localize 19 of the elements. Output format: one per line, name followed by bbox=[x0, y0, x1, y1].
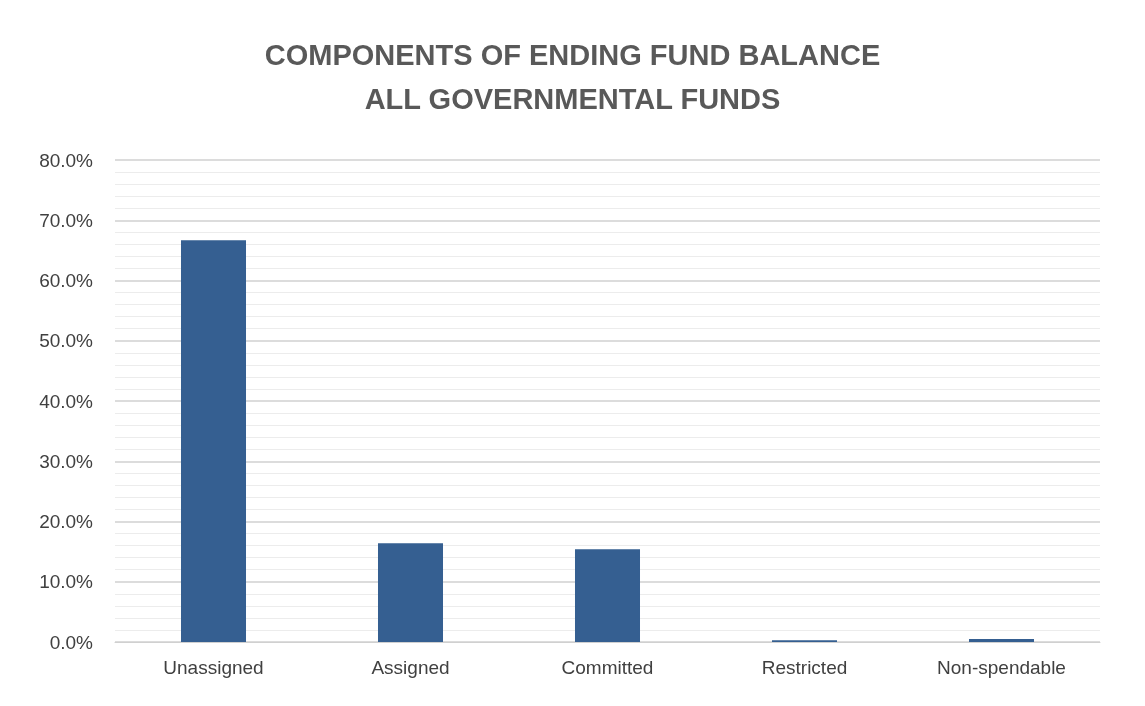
bar bbox=[378, 543, 444, 642]
y-tick-label: 50.0% bbox=[39, 330, 94, 352]
y-tick-label: 0.0% bbox=[49, 631, 94, 653]
bar bbox=[575, 549, 641, 642]
x-tick-label: Unassigned bbox=[163, 657, 264, 678]
bar bbox=[969, 638, 1035, 642]
y-tick-label: 80.0% bbox=[39, 149, 94, 171]
chart-title: COMPONENTS OF ENDING FUND BALANCE ALL GOVERNMENTAL FUNDS bbox=[264, 39, 881, 115]
y-tick-label: 10.0% bbox=[39, 571, 94, 593]
x-tick-label: Restricted bbox=[761, 657, 848, 678]
y-tick-label: 60.0% bbox=[39, 270, 94, 291]
y-tick-label: 20.0% bbox=[39, 511, 94, 532]
x-tick-label: Non-spendable bbox=[937, 657, 1066, 678]
bar bbox=[181, 240, 247, 642]
x-tick-label: Assigned bbox=[371, 657, 450, 678]
y-tick-label: 70.0% bbox=[39, 209, 94, 231]
x-tick-label: Committed bbox=[561, 657, 654, 678]
y-tick-label: 40.0% bbox=[39, 390, 94, 412]
y-tick-label: 30.0% bbox=[39, 450, 94, 472]
